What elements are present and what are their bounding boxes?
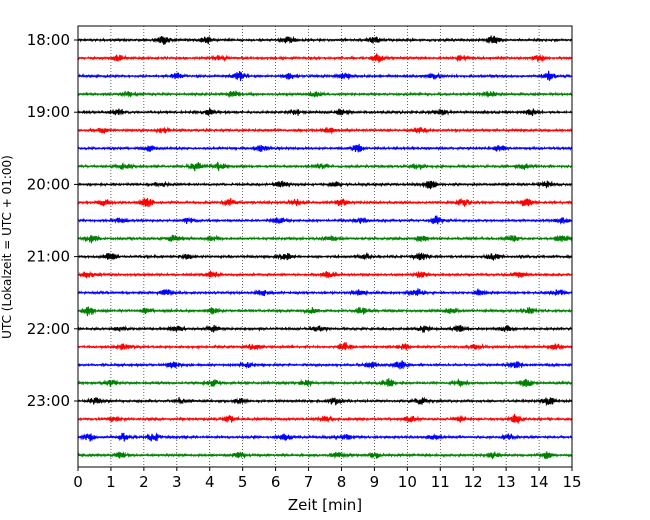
- x-tick-label-4: 4: [205, 473, 215, 491]
- y-axis-ticks: 18:00 19:00 20:00 21:00 22:00 23:00: [27, 31, 78, 410]
- x-tick-label-6: 6: [271, 473, 281, 491]
- y-tick-label-2200: 22:00: [27, 320, 70, 338]
- trace-1945: [77, 161, 573, 172]
- seismogram-traces: [77, 35, 573, 460]
- plot-frame: [77, 25, 573, 468]
- trace-1800: [77, 35, 573, 45]
- trace-2145: [77, 306, 573, 317]
- trace-2130: [77, 287, 573, 297]
- trace-2115: [77, 270, 573, 279]
- trace-2345: [77, 451, 573, 460]
- trace-1830: [77, 70, 573, 82]
- trace-2230: [77, 360, 573, 370]
- x-tick-label-12: 12: [464, 473, 483, 491]
- trace-1900: [77, 108, 573, 117]
- trace-2245: [77, 377, 573, 388]
- x-tick-label-0: 0: [73, 473, 83, 491]
- x-tick-label-11: 11: [431, 473, 450, 491]
- trace-2330: [77, 432, 573, 442]
- x-tick-label-13: 13: [497, 473, 516, 491]
- trace-1845: [77, 90, 573, 99]
- x-tick-label-7: 7: [304, 473, 314, 491]
- x-tick-label-14: 14: [530, 473, 549, 491]
- x-axis-label: Zeit [min]: [288, 496, 362, 514]
- x-tick-label-2: 2: [139, 473, 149, 491]
- x-tick-label-8: 8: [337, 473, 347, 491]
- x-tick-label-10: 10: [398, 473, 417, 491]
- x-axis-ticks: 0 1 2 3 4 5 6 7 8 9 10 11 12 13 14 15: [73, 467, 582, 491]
- y-tick-label-2300: 23:00: [27, 392, 70, 410]
- y-tick-label-1900: 19:00: [27, 103, 70, 121]
- trace-2300: [77, 396, 573, 407]
- x-tick-label-15: 15: [562, 473, 581, 491]
- x-tick-label-9: 9: [370, 473, 380, 491]
- trace-1815: [77, 53, 573, 63]
- trace-2000: [77, 179, 573, 190]
- trace-2100: [77, 251, 573, 262]
- trace-2200: [77, 324, 573, 333]
- trace-2315: [77, 413, 573, 424]
- trace-2215: [77, 342, 573, 351]
- trace-1915: [77, 126, 573, 135]
- x-tick-label-3: 3: [172, 473, 182, 491]
- y-tick-label-2000: 20:00: [27, 175, 70, 193]
- trace-1930: [77, 143, 573, 153]
- trace-2030: [77, 215, 573, 225]
- y-axis-label: UTC (Lokalzeit = UTC + 01:00): [0, 155, 14, 339]
- trace-2045: [77, 234, 573, 244]
- y-tick-label-1800: 18:00: [27, 31, 70, 49]
- x-tick-label-5: 5: [238, 473, 248, 491]
- y-tick-label-2100: 21:00: [27, 248, 70, 266]
- x-tick-label-1: 1: [106, 473, 116, 491]
- trace-2015: [77, 197, 573, 207]
